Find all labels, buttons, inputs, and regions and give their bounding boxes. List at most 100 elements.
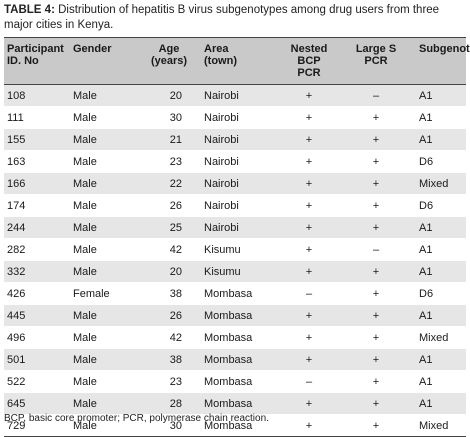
- cell-participant-id: 426: [4, 282, 70, 305]
- table-caption-text: Distribution of hepatitis B virus subgen…: [4, 4, 440, 31]
- cell-large-s-pcr: +: [343, 414, 409, 437]
- cell-large-s-pcr: +: [343, 326, 409, 349]
- cell-subgenotype: A1: [409, 238, 466, 261]
- cell-gender: Male: [70, 194, 146, 217]
- cell-subgenotype: D6: [409, 194, 466, 217]
- cell-subgenotype: A1: [409, 260, 466, 283]
- cell-participant-id: 166: [4, 172, 70, 195]
- cell-participant-id: 163: [4, 150, 70, 173]
- cell-large-s-pcr: +: [343, 304, 409, 327]
- cell-age: 38: [146, 282, 192, 305]
- cell-area: Kisumu: [192, 238, 275, 261]
- column-header-nested-bcp-pcr: Nested BCP PCR: [275, 37, 343, 85]
- cell-subgenotype: A1: [409, 348, 466, 371]
- table-header: Participant ID. No Gender Age (years) Area (to…: [4, 37, 470, 85]
- cell-subgenotype: D6: [409, 150, 466, 173]
- table-row: 166 Male 22 Nairobi + + Mixed: [4, 172, 466, 195]
- column-header-area: Area (town): [192, 37, 275, 85]
- column-header-text: Area: [204, 43, 229, 55]
- cell-large-s-pcr: +: [343, 172, 409, 195]
- cell-age: 21: [146, 128, 192, 151]
- cell-nested-bcp-pcr: +: [275, 326, 343, 349]
- column-header-text: (town): [204, 55, 237, 67]
- cell-gender: Male: [70, 216, 146, 239]
- cell-area: Mombasa: [192, 304, 275, 327]
- cell-large-s-pcr: +: [343, 128, 409, 151]
- cell-area: Mombasa: [192, 392, 275, 415]
- column-header-text: PCR: [364, 55, 388, 67]
- cell-participant-id: 155: [4, 128, 70, 151]
- cell-large-s-pcr: +: [343, 260, 409, 283]
- table-row: 174 Male 26 Nairobi + + D6: [4, 194, 466, 217]
- cell-area: Mombasa: [192, 370, 275, 393]
- cell-gender: Male: [70, 326, 146, 349]
- cell-subgenotype: A1: [409, 128, 466, 151]
- cell-age: 42: [146, 238, 192, 261]
- cell-area: Mombasa: [192, 282, 275, 305]
- cell-subgenotype: A1: [409, 370, 466, 393]
- cell-large-s-pcr: +: [343, 282, 409, 305]
- cell-nested-bcp-pcr: +: [275, 172, 343, 195]
- cell-age: 26: [146, 194, 192, 217]
- cell-age: 28: [146, 392, 192, 415]
- cell-subgenotype: A1: [409, 106, 466, 129]
- cell-gender: Male: [70, 150, 146, 173]
- cell-age: 20: [146, 260, 192, 283]
- cell-nested-bcp-pcr: +: [275, 106, 343, 129]
- cell-subgenotype: D6: [409, 282, 466, 305]
- column-header-text: Participant: [7, 43, 64, 55]
- cell-participant-id: 645: [4, 392, 70, 415]
- cell-gender: Male: [70, 414, 146, 437]
- cell-area: Mombasa: [192, 326, 275, 349]
- cell-large-s-pcr: –: [343, 238, 409, 261]
- cell-gender: Male: [70, 128, 146, 151]
- table-row: 155 Male 21 Nairobi + + A1: [4, 128, 466, 151]
- cell-area: Nairobi: [192, 84, 275, 107]
- column-header-text: PCR: [297, 67, 321, 79]
- cell-subgenotype: Mixed: [409, 172, 466, 195]
- cell-nested-bcp-pcr: +: [275, 348, 343, 371]
- column-header-text: Gender: [73, 43, 112, 55]
- cell-large-s-pcr: +: [343, 348, 409, 371]
- cell-nested-bcp-pcr: +: [275, 150, 343, 173]
- column-header-large-s-pcr: Large S PCR: [343, 37, 409, 85]
- column-header-text: Age: [158, 43, 180, 55]
- cell-large-s-pcr: +: [343, 370, 409, 393]
- cell-subgenotype: A1: [409, 392, 466, 415]
- cell-age: 42: [146, 326, 192, 349]
- cell-participant-id: 729: [4, 414, 70, 437]
- column-header-text: Nested BCP: [290, 43, 328, 67]
- cell-participant-id: 282: [4, 238, 70, 261]
- cell-large-s-pcr: +: [343, 392, 409, 415]
- data-table-container: Participant ID. No Gender Age (years) Area (to…: [4, 37, 470, 437]
- cell-participant-id: 496: [4, 326, 70, 349]
- table-row: 496 Male 42 Mombasa + + Mixed: [4, 326, 466, 349]
- cell-area: Nairobi: [192, 194, 275, 217]
- cell-gender: Male: [70, 392, 146, 415]
- table-row: 445 Male 26 Mombasa + + A1: [4, 304, 466, 327]
- cell-nested-bcp-pcr: +: [275, 194, 343, 217]
- cell-participant-id: 522: [4, 370, 70, 393]
- table-caption: TABLE 4: Distribution of hepatitis B vir…: [4, 3, 466, 33]
- cell-participant-id: 445: [4, 304, 70, 327]
- cell-area: Nairobi: [192, 216, 275, 239]
- cell-age: 23: [146, 150, 192, 173]
- cell-participant-id: 501: [4, 348, 70, 371]
- cell-nested-bcp-pcr: +: [275, 392, 343, 415]
- table-row: 426 Female 38 Mombasa – + D6: [4, 282, 466, 305]
- cell-gender: Male: [70, 172, 146, 195]
- cell-age: 38: [146, 348, 192, 371]
- cell-participant-id: 332: [4, 260, 70, 283]
- cell-large-s-pcr: +: [343, 216, 409, 239]
- cell-gender: Male: [70, 238, 146, 261]
- cell-large-s-pcr: +: [343, 194, 409, 217]
- table-row: 108 Male 20 Nairobi + – A1: [4, 84, 466, 107]
- column-header-text: ID. No: [7, 55, 39, 67]
- cell-nested-bcp-pcr: +: [275, 216, 343, 239]
- cell-large-s-pcr: +: [343, 106, 409, 129]
- table-row: 332 Male 20 Kisumu + + A1: [4, 260, 466, 283]
- cell-age: 23: [146, 370, 192, 393]
- cell-gender: Male: [70, 84, 146, 107]
- cell-subgenotype: A1: [409, 84, 466, 107]
- table-row: 501 Male 38 Mombasa + + A1: [4, 348, 466, 371]
